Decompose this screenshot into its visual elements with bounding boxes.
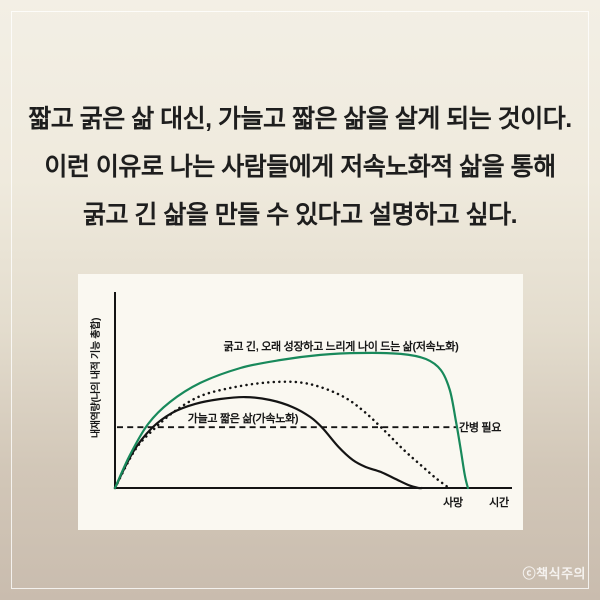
death-label: 사망 xyxy=(443,495,463,509)
care-needed-label: 간병 필요 xyxy=(459,420,501,434)
curve-dotted-middle xyxy=(113,380,451,490)
publisher-watermark: ⓒ책식주의 xyxy=(522,566,586,581)
time-axis-label: 시간 xyxy=(489,495,509,509)
aging-chart: 내재역량(나의 내적 기능 총합) 굵고 긴, 오래 성장하고 느리게 나이 드… xyxy=(89,292,512,509)
curve-slow-aging xyxy=(113,351,469,490)
quote-line-3: 굵고 긴 삶을 만들 수 있다고 설명하고 싶다. xyxy=(82,201,518,229)
quote-block: 짧고 굵은 삶 대신, 가늘고 짧은 삶을 살게 되는 것이다. 이런 이유로 … xyxy=(10,95,590,239)
slow-aging-curve-label: 굵고 긴, 오래 성장하고 느리게 나이 드는 삶(저속노화) xyxy=(224,339,460,353)
y-axis-label: 내재역량(나의 내적 기능 총합) xyxy=(89,318,102,438)
curve-accelerated-aging xyxy=(113,395,423,490)
quote-line-2: 이런 이유로 나는 사람들에게 저속노화적 삶을 통해 xyxy=(44,153,556,181)
accelerated-aging-curve-label: 가늘고 짧은 삶(가속노화) xyxy=(188,411,299,425)
chart-panel: 내재역량(나의 내적 기능 총합) 굵고 긴, 오래 성장하고 느리게 나이 드… xyxy=(78,274,523,530)
quote-line-1: 짧고 굵은 삶 대신, 가늘고 짧은 삶을 살게 되는 것이다. xyxy=(28,105,572,133)
